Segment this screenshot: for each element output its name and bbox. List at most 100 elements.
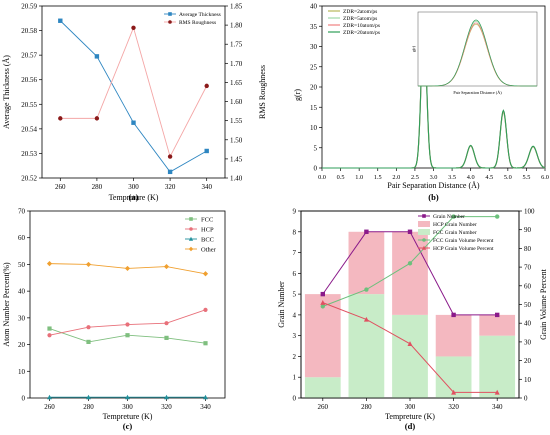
bar-fcc	[348, 294, 385, 398]
series-line	[322, 26, 546, 169]
y2-tick-label: 30	[524, 338, 532, 346]
data-point	[203, 394, 208, 400]
y-axis-label: Average Thickness (Å)	[2, 55, 11, 129]
x-tick-label: 0.0	[318, 174, 326, 181]
x-tick-label: 340	[201, 183, 212, 191]
y-tick-label: 0	[293, 395, 297, 403]
legend-marker	[189, 217, 193, 221]
data-point	[47, 333, 52, 338]
data-point	[204, 83, 209, 89]
x-tick-label: 340	[492, 403, 503, 411]
legend-label: ZDR=20atom/ps	[343, 30, 380, 36]
bar-hcp	[479, 314, 516, 336]
y2-tick-label: 10	[524, 376, 532, 384]
bar-fcc	[304, 377, 341, 398]
y2-tick-label: 90	[524, 226, 532, 234]
y-tick-label: 0	[314, 165, 318, 173]
y-tick-label: 20	[18, 341, 26, 349]
legend-label: ZDR=10atom/ps	[343, 23, 380, 29]
bar-hcp	[435, 314, 472, 357]
y-axis-label: g(r)	[293, 89, 302, 101]
x-tick-label: 300	[405, 403, 416, 411]
inset-y-label: g(r)	[411, 45, 416, 52]
y2-tick-label: 1.50	[230, 136, 243, 144]
data-point	[451, 312, 456, 318]
y-tick-label: 30	[18, 314, 26, 322]
y2-tick-label: 1.45	[230, 155, 243, 163]
panel-label: (d)	[405, 421, 416, 431]
legend-label: BCC	[201, 236, 214, 243]
y-tick-label: 25	[310, 63, 318, 71]
y-tick-label: 40	[310, 3, 318, 11]
x-tick-label: 5.0	[504, 174, 512, 181]
inset-x-label: Pair Separation Distance (Å)	[453, 90, 502, 95]
legend-marker	[188, 236, 194, 241]
data-point	[203, 341, 208, 346]
data-point	[85, 261, 92, 268]
bar-hcp	[392, 231, 428, 315]
x-tick-label: 5.5	[522, 174, 530, 181]
y-tick-label: 40	[18, 288, 26, 296]
bar-fcc	[479, 335, 516, 398]
data-point	[47, 394, 52, 400]
data-point	[94, 54, 100, 59]
plot-frame	[41, 5, 226, 179]
panel-c: 260 280 300 320 340 0 10 20 30 40 50 60 70 Tempreture…	[2, 208, 226, 431]
x-tick-label: 3.0	[430, 174, 438, 181]
legend-label: ZDR=5atom/ps	[343, 16, 377, 22]
x-tick-label: 320	[448, 403, 459, 411]
data-point	[164, 321, 169, 326]
legend-label: Grain Number	[433, 214, 465, 220]
data-point	[131, 25, 136, 30]
y-tick-label: 3	[293, 332, 297, 340]
panel-label: (b)	[428, 192, 439, 202]
panel-a: 260 280 300 320 340 20.52 20.53 20.54 20.55 20.56…	[2, 3, 267, 203]
x-axis-label: Pair Separation Distance (Å)	[387, 181, 480, 190]
x-tick-label: 300	[122, 403, 133, 411]
series-line	[59, 20, 207, 173]
x-tick-label: 260	[318, 403, 329, 411]
legend-label: FCC Grain Number	[433, 230, 477, 236]
x-tick-label: 1.5	[374, 174, 382, 181]
x-axis-label: Tempreture (K)	[385, 412, 435, 421]
data-point	[58, 116, 63, 121]
legend-label: HCP	[201, 226, 214, 233]
x-tick-label: 2.5	[411, 174, 419, 181]
x-axis-label: Tempreture (K)	[109, 193, 159, 202]
y-tick-label: 1	[293, 374, 297, 382]
y-tick-label: 8	[293, 228, 297, 236]
y-axis-label: Atom Number Percent(%)	[2, 262, 11, 347]
data-point	[407, 341, 413, 346]
data-point	[495, 214, 500, 219]
series-line	[60, 26, 208, 158]
legend-marker	[168, 20, 172, 24]
y-tick-label: 4	[293, 311, 297, 319]
x-axis-label: Tempreture (K)	[103, 412, 153, 421]
data-point	[124, 265, 131, 272]
y2-tick-label: 1.40	[230, 175, 243, 183]
data-point	[203, 307, 208, 312]
legend-swatch	[418, 229, 430, 235]
y-tick-label: 15	[310, 104, 318, 112]
legend-label: Other	[201, 246, 217, 253]
x-tick-label: 1.0	[355, 174, 363, 181]
y2-tick-label: 80	[524, 245, 532, 253]
data-point	[320, 300, 326, 305]
legend-marker	[188, 246, 194, 252]
y2-tick-label: 1.85	[230, 3, 243, 11]
x-tick-label: 4.0	[467, 174, 475, 181]
bar-hcp	[348, 231, 385, 295]
y-tick-label: 10	[310, 124, 318, 132]
y-tick-label: 2	[293, 353, 297, 361]
x-tick-label: 280	[83, 403, 94, 411]
data-point	[320, 291, 325, 297]
y2-tick-label: 1.60	[230, 98, 243, 106]
panel-label: (c)	[123, 421, 133, 431]
x-tick-label: 260	[55, 183, 66, 191]
x-tick-label: 300	[128, 183, 139, 191]
data-point	[363, 316, 369, 322]
data-point	[86, 339, 91, 344]
y-tick-label: 20.56	[21, 76, 37, 84]
y-tick-label: 20.52	[21, 175, 37, 183]
inset-plot: Pair Separation Distance (Å) g(r)	[411, 11, 538, 95]
